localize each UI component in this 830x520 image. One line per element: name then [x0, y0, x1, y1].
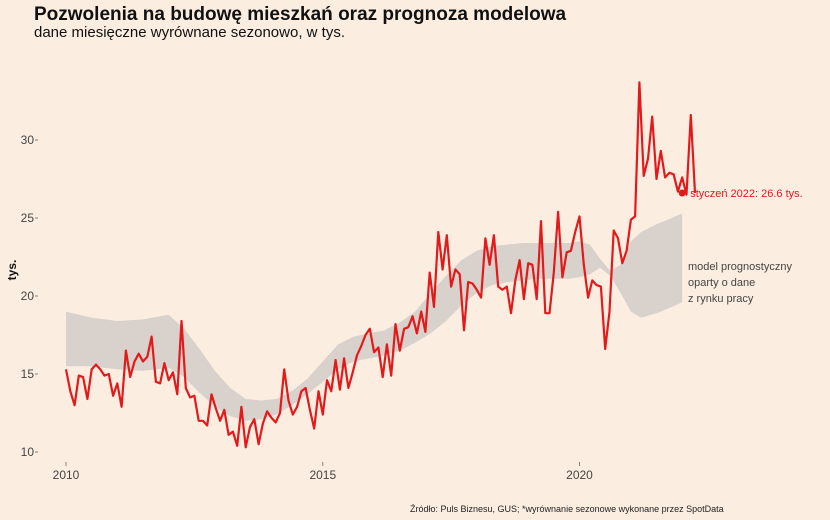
forecast-band-layer: [66, 213, 683, 421]
band-annotation: model prognostyczny oparty o dane z rynku …: [688, 261, 792, 305]
band-annotation-line: z rynku pracy: [688, 293, 754, 305]
band-annotation-line: model prognostyczny: [688, 261, 792, 273]
source-note: Źródło: Puls Biznesu, GUS; *wyrównanie s…: [410, 504, 724, 514]
band-annotation-line: oparty o dane: [688, 277, 755, 289]
forecast-band: [66, 213, 683, 421]
x-tick-label: 2010: [53, 468, 80, 482]
chart-subtitle: dane miesięczne wyrównane sezonowo, w ty…: [34, 24, 345, 41]
y-tick-label: 20: [21, 289, 35, 303]
y-tick-label: 15: [21, 367, 35, 381]
actual-series-line: [64, 81, 697, 449]
axis-layer: 10 15 20 25 30 2010 2015 2020: [21, 133, 594, 482]
actual-line-layer: [64, 81, 697, 449]
x-tick-label: 2020: [566, 468, 593, 482]
x-tick-label: 2015: [309, 468, 336, 482]
y-tick-label: 25: [21, 211, 35, 225]
last-value-point: [678, 189, 686, 197]
last-value-annotation: styczeń 2022: 26.6 tys.: [690, 188, 803, 200]
y-axis-label: tys.: [5, 260, 19, 281]
y-tick-label: 10: [21, 445, 35, 459]
y-tick-label: 30: [21, 133, 35, 147]
chart-title: Pozwolenia na budowę mieszkań oraz progn…: [34, 4, 567, 25]
